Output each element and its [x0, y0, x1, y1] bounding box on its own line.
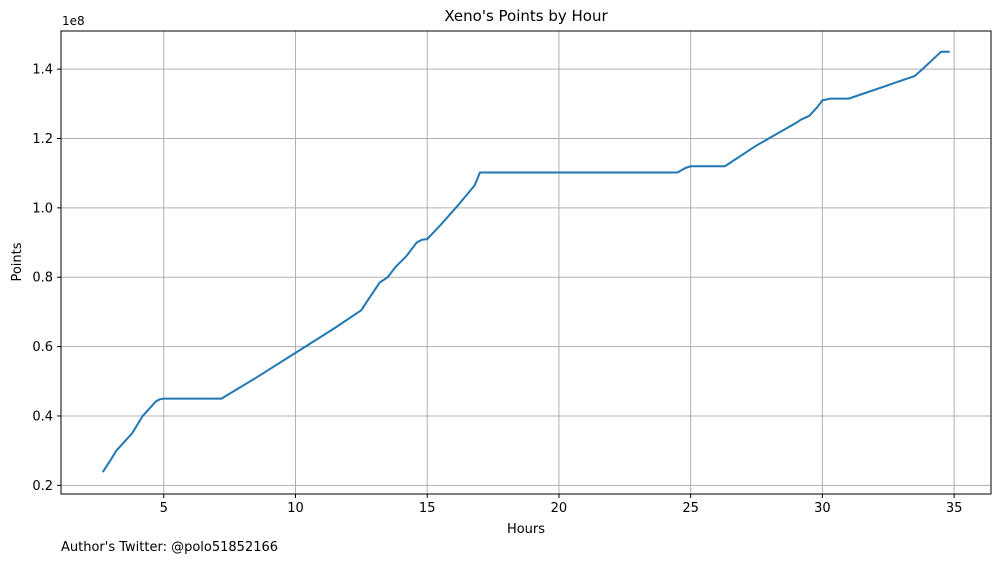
plot-series — [102, 50, 950, 473]
y-axis-label: Points — [10, 242, 25, 281]
grid — [61, 31, 991, 494]
y-tick-label: 1.2 — [32, 132, 53, 147]
x-tick-label: 10 — [287, 501, 304, 516]
x-tick-label: 5 — [160, 501, 168, 516]
y-tick-label: 0.4 — [32, 409, 53, 424]
y-tick-label: 0.2 — [32, 479, 53, 494]
x-tick-label: 35 — [946, 501, 963, 516]
x-tick-label: 30 — [814, 501, 831, 516]
y-tick-label: 1.0 — [32, 201, 53, 216]
y-tick-label: 0.6 — [32, 340, 53, 355]
chart-title: Xeno's Points by Hour — [444, 7, 608, 25]
plot-frame — [60, 30, 992, 495]
x-tick-label: 15 — [419, 501, 436, 516]
y-tick-label: 1.4 — [32, 63, 53, 78]
x-axis-label: Hours — [507, 522, 545, 537]
series-line-points — [102, 50, 950, 473]
x-tick-label: 20 — [551, 501, 568, 516]
y-axis-offset-label: 1e8 — [62, 14, 85, 28]
author-twitter-note: Author's Twitter: @polo51852166 — [61, 540, 278, 555]
y-tick-label: 0.8 — [32, 271, 53, 286]
x-tick-label: 25 — [682, 501, 699, 516]
axis-ticks: 5 10 15 20 25 30 35 0.2 0.4 0.6 0.8 1.0 1.2 1.4 — [32, 63, 962, 516]
